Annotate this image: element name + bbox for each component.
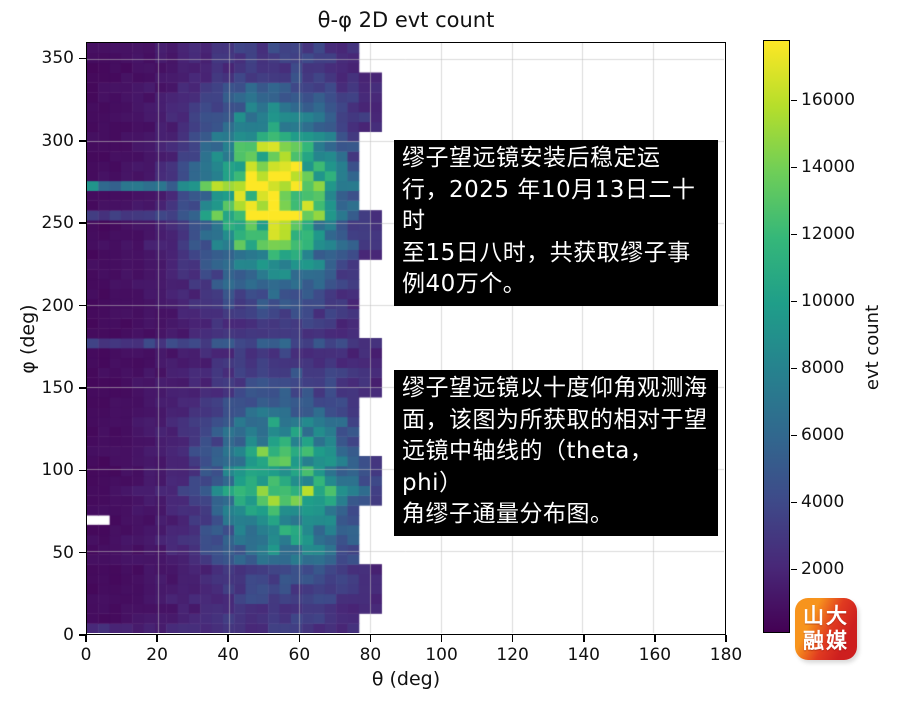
x-tick-mark (369, 635, 372, 642)
colorbar (763, 40, 790, 633)
colorbar-tick-mark (791, 166, 797, 169)
x-axis-label: θ (deg) (371, 668, 441, 690)
colorbar-label: evt count (862, 304, 883, 391)
colorbar-tick-mark (791, 367, 797, 370)
logo-text-line2: 融媒 (803, 629, 849, 653)
y-tick-label: 0 (63, 625, 74, 645)
x-tick-label: 80 (359, 645, 382, 665)
x-tick-mark (156, 635, 158, 642)
y-tick-label: 350 (41, 48, 74, 69)
x-tick-mark (440, 635, 443, 642)
x-tick-mark (583, 635, 585, 642)
y-tick-mark (79, 551, 86, 554)
colorbar-tick-label: 4000 (801, 492, 845, 513)
x-tick-mark (227, 635, 229, 642)
x-tick-mark (511, 635, 514, 642)
colorbar-tick-label: 8000 (801, 358, 845, 379)
logo-text-line1: 山大 (803, 604, 849, 628)
x-tick-label: 60 (288, 645, 311, 665)
y-tick-mark (79, 469, 86, 472)
y-axis-label: φ (deg) (17, 304, 39, 374)
colorbar-tick-mark (791, 99, 797, 102)
y-tick-label: 50 (52, 542, 74, 563)
y-tick-label: 300 (41, 130, 74, 151)
x-tick-label: 160 (638, 645, 672, 665)
shandong-university-media-logo: 山大 融媒 (795, 598, 857, 660)
x-tick-mark (654, 635, 656, 642)
x-tick-mark (298, 635, 301, 642)
x-tick-label: 20 (146, 645, 168, 665)
colorbar-tick-label: 10000 (801, 291, 856, 312)
x-tick-mark (725, 635, 727, 642)
y-tick-mark (79, 140, 86, 142)
annotation-box-top: 缪子望远镜安装后稳定运 行，2025 年10月13日二十时 至15日八时，共获取… (394, 140, 718, 306)
colorbar-tick-label: 2000 (801, 559, 845, 580)
y-tick-mark (79, 57, 86, 60)
colorbar-tick-label: 16000 (801, 90, 856, 111)
y-tick-mark (79, 634, 86, 636)
y-tick-label: 200 (41, 295, 74, 316)
colorbar-tick-mark (791, 300, 797, 303)
y-tick-label: 150 (41, 377, 74, 398)
colorbar-tick-mark (791, 568, 797, 571)
x-tick-label: 40 (217, 645, 240, 665)
x-tick-mark (85, 635, 87, 642)
colorbar-tick-mark (791, 233, 797, 236)
colorbar-tick-label: 14000 (801, 157, 856, 178)
y-tick-label: 100 (41, 460, 74, 481)
annotation-box-bottom: 缪子望远镜以十度仰角观测海 面，该图为所获取的相对于望 远镜中轴线的（theta… (394, 370, 718, 536)
x-tick-label: 0 (80, 645, 92, 665)
x-tick-label: 100 (425, 645, 458, 665)
heatmap-canvas (87, 43, 724, 633)
colorbar-tick-mark (791, 434, 797, 437)
x-tick-label: 120 (496, 645, 529, 665)
y-tick-mark (79, 304, 86, 307)
y-tick-mark (79, 387, 86, 389)
x-tick-label: 180 (709, 645, 743, 665)
colorbar-tick-mark (791, 501, 797, 504)
colorbar-tick-label: 6000 (801, 425, 845, 446)
colorbar-tick-label: 12000 (801, 224, 856, 245)
plot-area (86, 42, 726, 635)
y-tick-mark (79, 222, 86, 224)
y-tick-label: 250 (41, 213, 74, 234)
chart-title: θ-φ 2D evt count (317, 8, 495, 32)
x-tick-label: 140 (567, 645, 600, 665)
